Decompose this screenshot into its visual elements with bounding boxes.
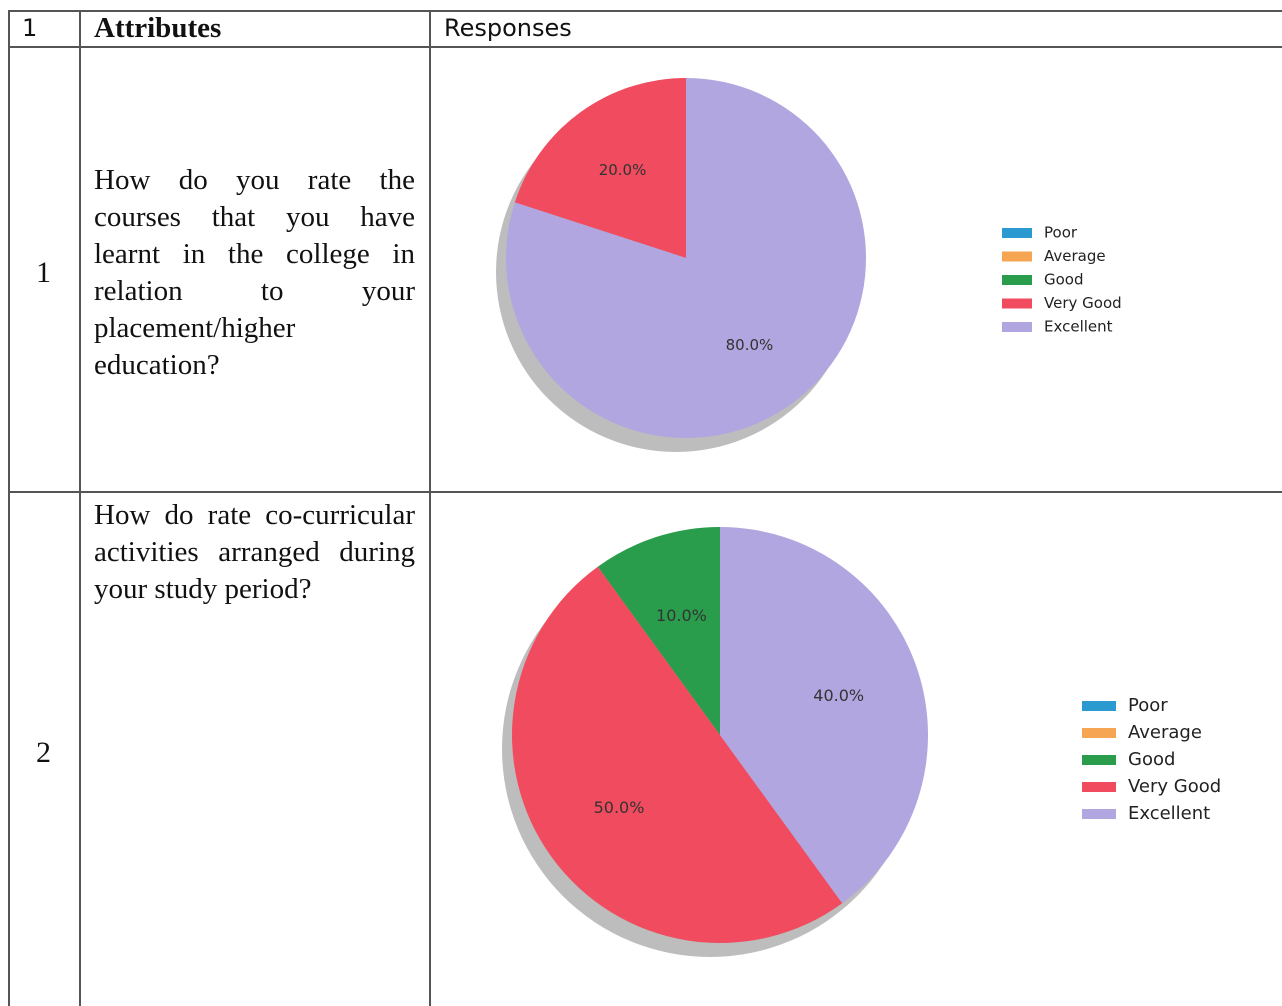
- header-responses: Responses: [444, 14, 572, 42]
- legend-label: Average: [1044, 247, 1106, 265]
- question: How do you rate the courses that you hav…: [94, 164, 415, 381]
- legend-label: Very Good: [1128, 776, 1221, 797]
- slice-label: 50.0%: [594, 798, 645, 817]
- row-number: 1: [36, 256, 51, 289]
- legend-swatch: [1002, 275, 1032, 285]
- header-number: 1: [22, 14, 38, 42]
- pie-slice: [720, 527, 928, 904]
- legend-label: Poor: [1044, 224, 1078, 242]
- legend-label: Very Good: [1044, 294, 1122, 312]
- header-attributes: Attributes: [94, 12, 222, 44]
- legend-label: Excellent: [1128, 803, 1210, 824]
- legend-swatch: [1082, 728, 1116, 738]
- legend-label: Good: [1044, 271, 1084, 289]
- slice-label: 20.0%: [599, 161, 647, 179]
- legend-label: Excellent: [1044, 318, 1113, 336]
- slice-label: 40.0%: [813, 686, 864, 705]
- legend-swatch: [1002, 251, 1032, 262]
- legend-swatch: [1082, 782, 1116, 792]
- pie-slice: [506, 78, 866, 438]
- question: How do rate co-curricular activities arr…: [94, 499, 415, 605]
- legend-swatch: [1082, 809, 1116, 819]
- slice-label: 10.0%: [656, 606, 707, 625]
- legend-label: Average: [1128, 722, 1202, 743]
- border: [8, 46, 1282, 48]
- border: [8, 491, 1282, 493]
- legend-swatch: [1002, 298, 1032, 309]
- legend-swatch: [1082, 755, 1116, 765]
- pie-slice: [512, 566, 843, 943]
- pie-slice: [597, 527, 720, 735]
- border: [8, 10, 1282, 12]
- border: [8, 10, 10, 1006]
- pie-slice: [514, 78, 686, 258]
- legend-label: Poor: [1128, 695, 1168, 716]
- legend-label: Good: [1128, 749, 1175, 770]
- border: [79, 10, 81, 1006]
- border: [429, 10, 431, 1006]
- legend-swatch: [1082, 701, 1116, 711]
- row-number: 2: [36, 736, 51, 769]
- legend-swatch: [1002, 322, 1032, 332]
- legend-swatch: [1002, 228, 1032, 238]
- slice-label: 80.0%: [726, 336, 774, 354]
